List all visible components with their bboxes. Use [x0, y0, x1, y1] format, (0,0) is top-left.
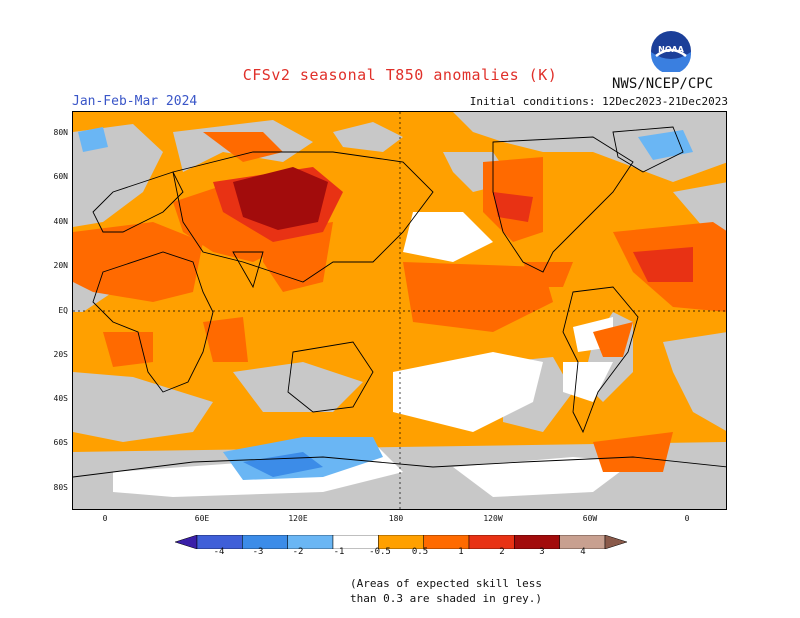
lat-label: 80S	[53, 483, 68, 492]
lon-label: 0	[684, 514, 690, 523]
lon-label: 60E	[194, 514, 210, 523]
warm-anomaly-regions	[73, 132, 726, 472]
lat-label: 60S	[53, 438, 68, 447]
colorbar-segment	[514, 534, 560, 550]
colorbar	[174, 534, 628, 550]
season-label: Jan-Feb-Mar 2024	[72, 94, 198, 109]
coastlines	[73, 126, 726, 478]
colorbar-label: 4	[580, 547, 586, 557]
lat-label: 20S	[53, 350, 68, 359]
svg-text:NOAA: NOAA	[658, 45, 684, 54]
lat-label: 40S	[53, 394, 68, 403]
colorbar-segment	[604, 534, 628, 550]
lon-label: 180	[388, 514, 404, 523]
lat-label: 80N	[53, 128, 68, 137]
lat-label: 20N	[53, 261, 68, 270]
lat-label: EQ	[58, 306, 68, 315]
colorbar-label: -4	[213, 547, 225, 557]
colorbar-label: 0.5	[411, 547, 429, 557]
lon-label: 60W	[582, 514, 598, 523]
colorbar-label: 2	[499, 547, 505, 557]
skill-note-line: (Areas of expected skill less	[350, 577, 543, 590]
colorbar-label: -2	[292, 547, 304, 557]
skill-note: (Areas of expected skill less than 0.3 a…	[350, 576, 542, 606]
colorbar-segment	[468, 534, 515, 550]
cool-anomaly-regions	[78, 127, 693, 480]
reference-lines	[73, 112, 726, 509]
initial-conditions-label: Initial conditions: 12Dec2023-21Dec2023	[469, 95, 728, 108]
lon-label: 120W	[483, 514, 503, 523]
lon-label: 0	[102, 514, 108, 523]
noaa-logo: NOAA	[650, 30, 692, 74]
map-title: CFSv2 seasonal T850 anomalies (K)	[242, 66, 558, 84]
colorbar-label: -3	[252, 547, 264, 557]
lat-label: 60N	[53, 172, 68, 181]
extreme-warm-region	[233, 167, 328, 230]
skill-note-line: than 0.3 are shaded in grey.)	[350, 592, 543, 605]
colorbar-label: 3	[539, 547, 545, 557]
colorbar-label: 1	[458, 547, 464, 557]
lon-label: 120E	[288, 514, 308, 523]
colorbar-label: -0.5	[369, 547, 391, 557]
agency-label: NWS/NCEP/CPC	[612, 76, 714, 92]
colorbar-segment	[174, 534, 198, 550]
anomaly-map	[72, 111, 727, 510]
lat-label: 40N	[53, 217, 68, 226]
colorbar-label: -1	[333, 547, 345, 557]
colorbar-segment	[242, 534, 288, 550]
